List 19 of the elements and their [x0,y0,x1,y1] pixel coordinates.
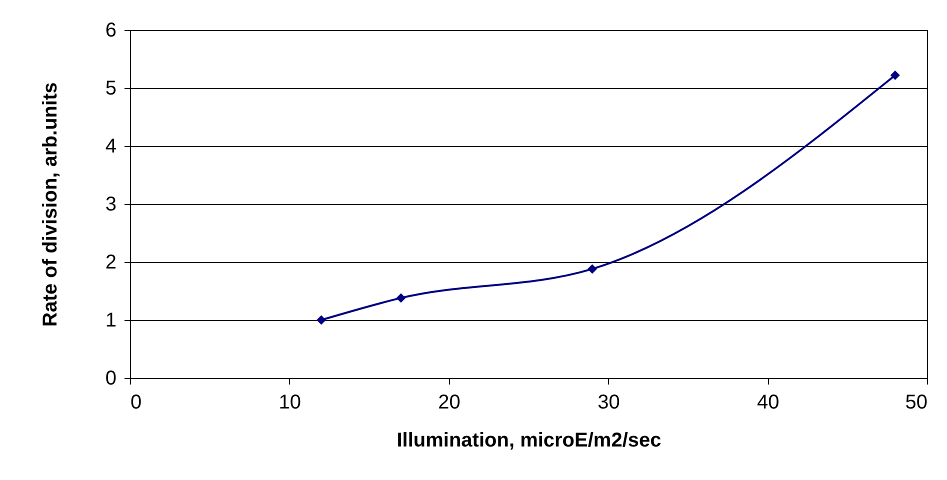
x-tick-label: 50 [905,392,928,414]
y-tick-label: 6 [105,20,116,42]
y-tick-label: 4 [105,136,116,158]
x-tick-label: 20 [438,392,460,414]
x-tick-label: 0 [130,392,142,414]
point [316,315,326,325]
x-tick-label: 30 [598,392,620,414]
point [890,70,900,80]
x-axis-title: Illumination, microE/m2/sec [396,430,662,452]
y-tick-label: 2 [105,252,116,274]
y-tick-label: 3 [105,194,116,216]
y-tick-label: 5 [105,78,116,100]
x-tick-label: 10 [278,392,302,414]
point [588,264,598,274]
y-tick-label: 1 [105,310,116,332]
x-tick-label: 40 [756,392,780,414]
y-axis-title: Rate of division, arb.units [39,82,62,327]
point [396,293,406,303]
y-tick-label: 0 [105,368,116,390]
